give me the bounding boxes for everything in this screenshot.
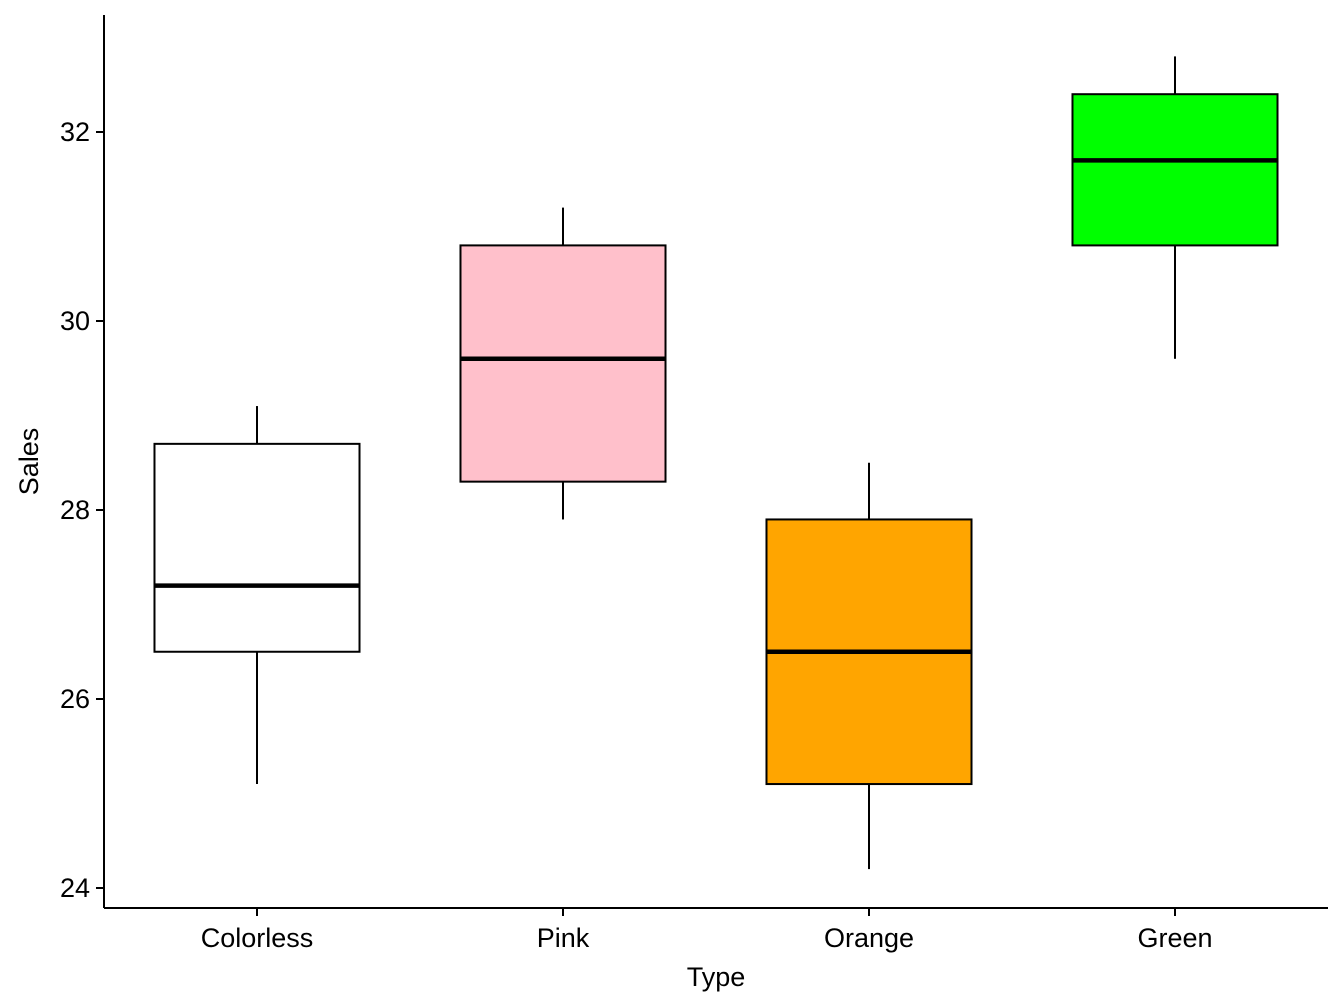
y-tick-label: 30 (60, 306, 90, 336)
iqr-box-green (1071, 93, 1279, 247)
y-axis: 24 26 28 30 32 (60, 15, 105, 908)
y-tick-label: 32 (60, 117, 90, 147)
iqr-box-pink (459, 244, 667, 483)
x-tick-label-colorless: Colorless (201, 923, 314, 953)
x-tick-label-orange: Orange (824, 923, 914, 953)
y-tick-label: 24 (60, 873, 90, 903)
plot-area (153, 56, 1279, 870)
x-axis: Colorless Pink Orange Green (104, 907, 1328, 953)
box-pink (459, 207, 667, 520)
x-tick-label-green: Green (1137, 923, 1212, 953)
y-axis-title: Sales (14, 428, 44, 496)
y-tick-label: 28 (60, 495, 90, 525)
x-axis-title: Type (687, 962, 746, 992)
box-orange (765, 462, 973, 870)
box-colorless (153, 406, 361, 785)
iqr-box-colorless (153, 442, 361, 653)
y-tick-label: 26 (60, 684, 90, 714)
x-tick-label-pink: Pink (537, 923, 590, 953)
box-green (1071, 56, 1279, 359)
